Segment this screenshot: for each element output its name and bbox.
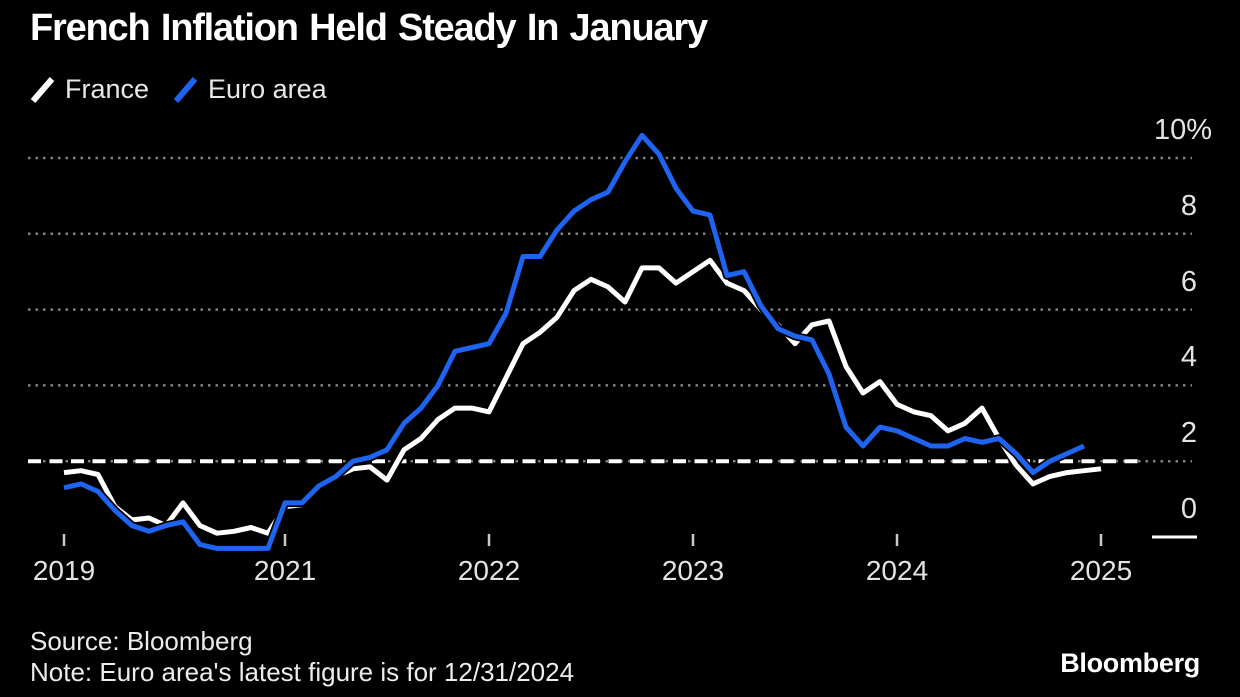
x-axis-label: 2022 (457, 555, 521, 586)
y-axis-label: 0 (1180, 493, 1197, 525)
series-line-euro-area (63, 132, 1086, 551)
series-casing-france (63, 256, 1102, 538)
legend-label-euro-area: Euro area (208, 74, 327, 104)
x-axis-label: 2025 (1069, 555, 1133, 586)
x-axis-label: 2021 (253, 555, 317, 586)
y-axis-label: 4 (1180, 341, 1197, 374)
series-casing-euro-area (63, 131, 1086, 553)
note-line: Note: Euro area's latest figure is for 1… (30, 657, 575, 687)
legend: France Euro area (30, 74, 327, 105)
y-axis-label: 6 (1180, 265, 1197, 298)
footer: Source: Bloomberg Note: Euro area's late… (30, 626, 574, 688)
y-axis-label: 10% (1153, 114, 1212, 146)
france-line-swatch-icon (30, 76, 55, 103)
x-axis-label: 2023 (661, 555, 725, 586)
legend-item-euro-area: Euro area (173, 74, 327, 105)
page-title: French Inflation Held Steady In January (30, 7, 708, 49)
legend-item-france: France (30, 74, 149, 105)
bloomberg-logo: Bloomberg (1060, 648, 1200, 678)
y-axis-label: 2 (1180, 417, 1197, 450)
source-line: Source: Bloomberg (30, 626, 253, 656)
y-axis-label: 8 (1180, 189, 1197, 222)
x-axis-label: 2024 (865, 555, 929, 586)
euro-area-line-swatch-icon (173, 76, 198, 103)
x-axis-label: 2019 (32, 555, 96, 586)
series-line-france (63, 257, 1102, 536)
legend-label-france: France (65, 74, 150, 104)
